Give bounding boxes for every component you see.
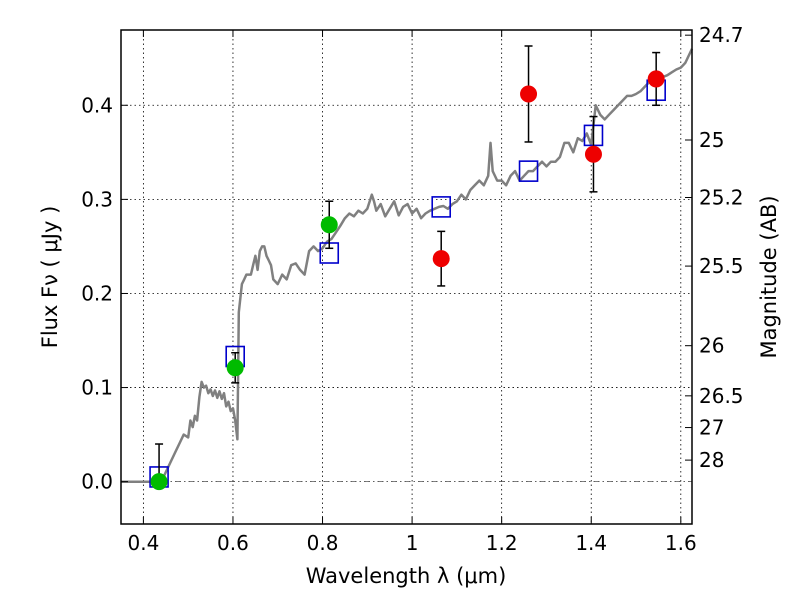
green-photometry-point	[150, 473, 168, 491]
model-flux-square	[518, 160, 539, 182]
right-tick-label: 26.5	[699, 384, 744, 408]
y-tick-label: 0.3	[81, 187, 113, 211]
right-tick-label: 25.2	[699, 185, 744, 209]
grid	[121, 30, 692, 524]
y-tick-label: 0.2	[81, 281, 113, 305]
red-photometry-point	[520, 85, 538, 103]
x-tick-label: 1.4	[575, 531, 607, 555]
y-tick-label: 0.4	[81, 93, 113, 117]
right-tick-label: 24.7	[699, 23, 744, 47]
red-photometry-point	[647, 70, 665, 88]
plot-area	[121, 45, 694, 491]
red-photometry-point	[584, 145, 602, 163]
x-tick-label: 1.2	[486, 531, 518, 555]
right-tick-label: 25.5	[699, 254, 744, 278]
axis-ticks	[121, 30, 692, 524]
right-tick-label: 25	[699, 128, 724, 152]
green-photometry-point	[320, 216, 338, 234]
x-tick-label: 0.6	[217, 531, 249, 555]
right-tick-label: 27	[699, 416, 724, 440]
right-axis-label: Magnitude (AB)	[757, 195, 781, 358]
model-spectrum-line	[121, 48, 694, 483]
x-tick-label: 1	[406, 531, 419, 555]
right-tick-label: 26	[699, 334, 724, 358]
x-axis-label: Wavelength λ (μm)	[306, 564, 507, 588]
y-tick-label: 0.1	[81, 376, 113, 400]
x-tick-label: 1.6	[665, 531, 697, 555]
model-flux-square	[431, 196, 452, 218]
green-photometry-point	[226, 359, 244, 377]
tick-labels: 0.4 0.6 0.8 1 1.2 1.4 1.6 0.0 0.1 0.2 0.3 0.4 24.7 25…	[81, 23, 743, 555]
x-tick-label: 0.8	[307, 531, 339, 555]
red-photometry-point	[432, 250, 450, 268]
right-tick-label: 28	[699, 448, 724, 472]
x-tick-label: 0.4	[127, 531, 159, 555]
plot-frame	[120, 29, 693, 525]
y-tick-label: 0.0	[81, 470, 113, 494]
y-axis-label: Flux Fν ( μJy )	[38, 206, 62, 349]
